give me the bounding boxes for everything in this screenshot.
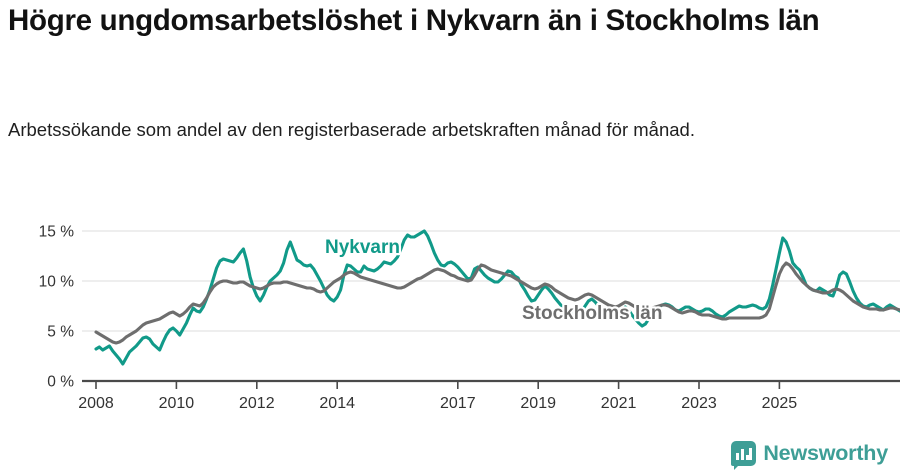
page-subtitle: Arbetssökande som andel av den registerb… bbox=[8, 119, 695, 140]
page-title: Högre ungdomsarbetslöshet i Nykvarn än i… bbox=[8, 4, 820, 37]
x-tick-label: 2019 bbox=[520, 395, 556, 412]
series-line bbox=[94, 261, 900, 345]
y-tick-label: 5 % bbox=[47, 324, 74, 341]
x-axis-tickmarks bbox=[95, 381, 781, 389]
bar-chart-bubble-icon bbox=[731, 441, 757, 470]
logo-bars bbox=[736, 447, 752, 460]
x-tick-label: 2023 bbox=[681, 395, 717, 412]
y-tick-label: 10 % bbox=[39, 274, 75, 291]
x-tick-label: 2017 bbox=[440, 395, 476, 412]
newsworthy-logo[interactable]: Newsworthy bbox=[731, 441, 888, 470]
line-chart: 0 %5 %10 %15 % 2008 2010 2012 2014 2017 2019 2… bbox=[39, 224, 900, 412]
x-tick-label: 2012 bbox=[239, 395, 275, 412]
chart-gridlines bbox=[82, 230, 900, 383]
series-annotation-label: Stockholms län bbox=[522, 303, 662, 324]
x-tick-label: 2025 bbox=[762, 395, 798, 412]
x-tick-label: 2008 bbox=[78, 395, 114, 412]
x-tick-label: 2010 bbox=[159, 395, 195, 412]
logo-text: Newsworthy bbox=[763, 441, 888, 465]
x-tick-label: 2014 bbox=[319, 395, 355, 412]
series-line bbox=[94, 229, 900, 366]
x-tick-label: 2021 bbox=[601, 395, 637, 412]
chart-container: 0 % 5 % 10 % 15 % 2008 2010 2012 2014 2017 2019 2… bbox=[0, 200, 900, 430]
y-tick-label: 15 % bbox=[39, 224, 75, 241]
series-annotation-label: Nykvarn bbox=[325, 237, 400, 258]
y-tick-label: 0 % bbox=[47, 374, 74, 391]
y-axis-tick-labels: 0 % 5 % 10 % 15 % bbox=[39, 224, 75, 391]
chart-series-annotations: Nykvarn Stockholms län bbox=[323, 235, 665, 327]
chart-series-lines bbox=[94, 229, 900, 366]
x-axis-tick-labels: 2008 2010 2012 2014 2017 2019 2021 2023 2025 bbox=[78, 395, 797, 412]
